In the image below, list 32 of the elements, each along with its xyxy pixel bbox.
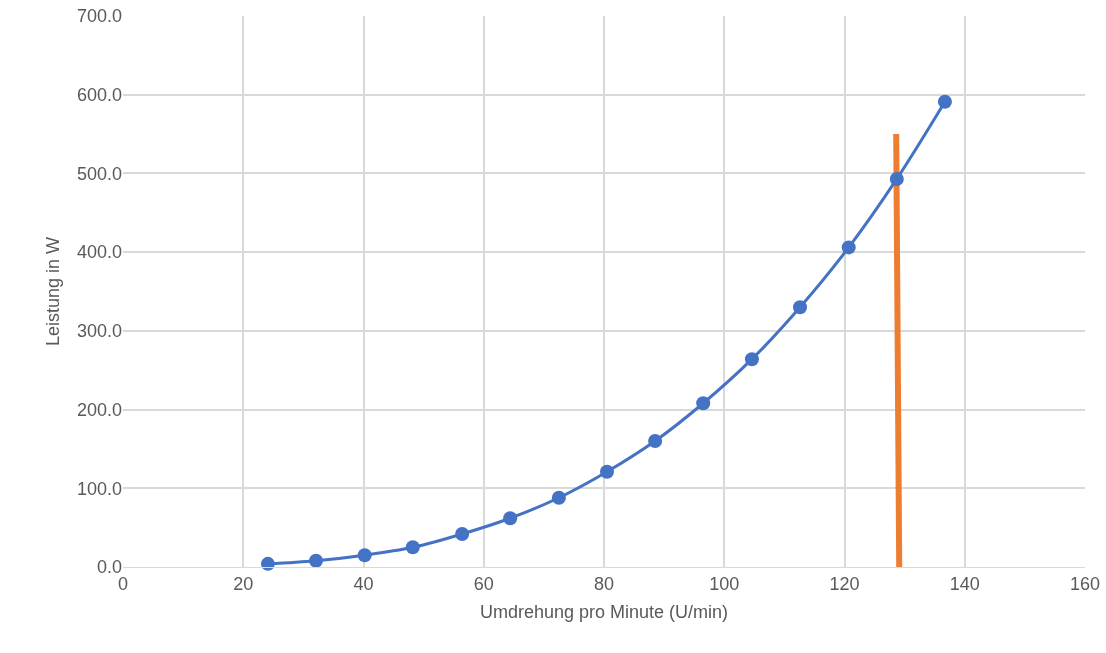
point: [455, 526, 470, 541]
y-axis-title: Leistung in W: [43, 236, 64, 347]
x-tick-label: 40: [353, 573, 374, 594]
x-tick-label: 60: [473, 573, 494, 594]
y-tick-label: 700.0: [76, 6, 122, 27]
point: [793, 300, 808, 315]
point: [503, 511, 518, 526]
point: [260, 556, 275, 571]
x-tick-label: 20: [233, 573, 254, 594]
y-tick-label: 600.0: [76, 85, 122, 106]
point: [648, 434, 663, 449]
point: [551, 490, 566, 505]
x-tick-label: 120: [829, 573, 860, 594]
point: [937, 94, 952, 109]
x-tick-label: 140: [949, 573, 980, 594]
point: [309, 553, 323, 568]
point: [600, 464, 615, 479]
y-tick-label: 500.0: [76, 163, 122, 184]
point: [696, 396, 711, 411]
y-tick-label: 200.0: [76, 399, 122, 420]
y-tick-label: 300.0: [76, 321, 122, 342]
y-tick-label: 100.0: [76, 478, 122, 499]
point: [405, 540, 420, 555]
point: [841, 240, 856, 255]
x-axis-title: Umdrehung pro Minute (U/min): [479, 601, 729, 622]
x-tick-label: 100: [709, 573, 740, 594]
y-tick-label: 400.0: [76, 242, 122, 263]
point: [357, 548, 372, 563]
point: [744, 352, 759, 367]
point: [889, 171, 904, 186]
x-tick-label: 80: [593, 573, 615, 594]
x-tick-label: 160: [1069, 573, 1101, 594]
